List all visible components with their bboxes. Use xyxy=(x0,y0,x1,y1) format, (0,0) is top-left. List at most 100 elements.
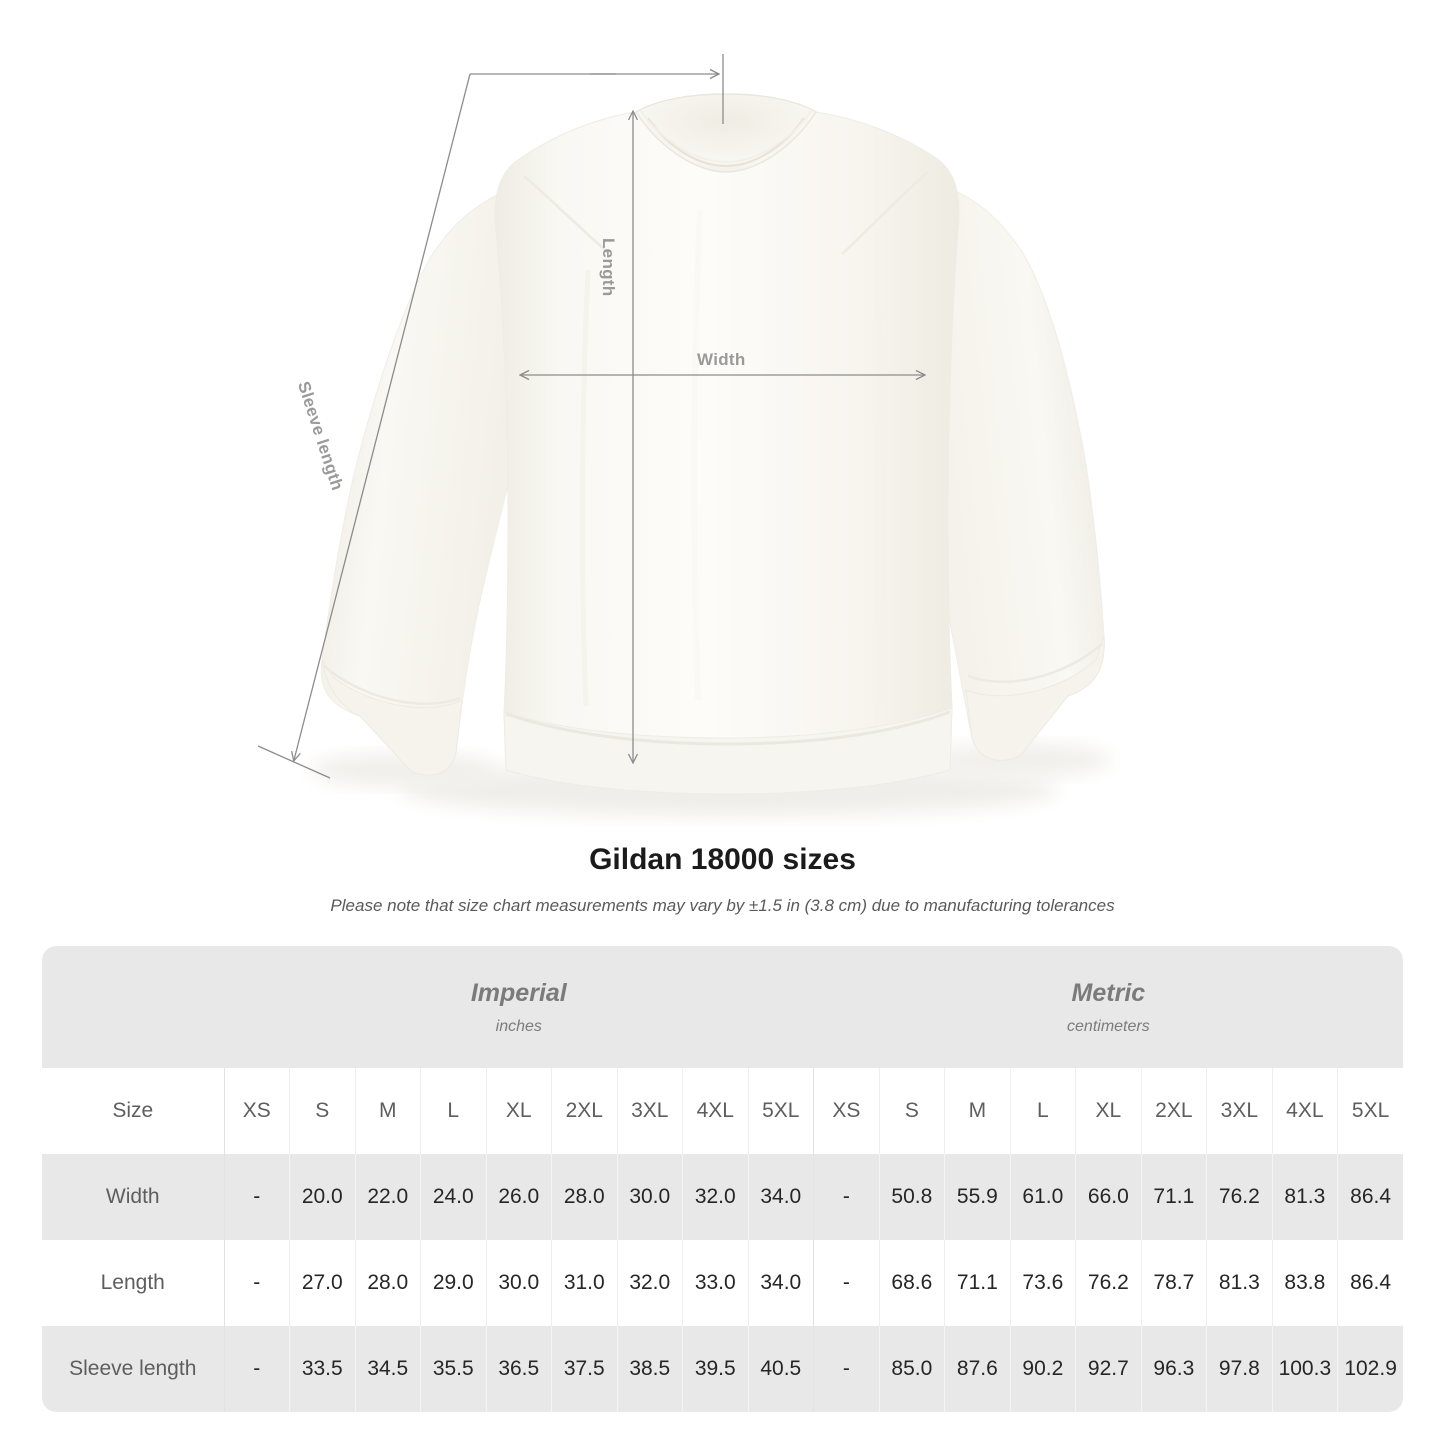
cell-metric-sleeve-length-xs: - xyxy=(813,1326,880,1412)
size-column-header-imperial-5xl: 5XL xyxy=(747,1068,814,1154)
size-column-header-metric-l: L xyxy=(1009,1068,1076,1154)
cell-metric-length-3xl: 81.3 xyxy=(1206,1240,1273,1326)
size-column-header-metric-s: S xyxy=(878,1068,945,1154)
cell-imperial-length-5xl: 34.0 xyxy=(747,1240,814,1326)
size-column-header-metric-2xl: 2XL xyxy=(1140,1068,1207,1154)
cell-metric-width-l: 61.0 xyxy=(1009,1154,1076,1240)
unit-banner-row: Imperial inches Metric centimeters xyxy=(42,946,1404,1068)
cell-metric-length-5xl: 86.4 xyxy=(1337,1240,1404,1326)
cell-imperial-sleeve-length-l: 35.5 xyxy=(420,1326,486,1412)
cell-metric-length-xl: 76.2 xyxy=(1075,1240,1142,1326)
cell-imperial-sleeve-length-s: 33.5 xyxy=(289,1326,355,1412)
sleeve-end-tick xyxy=(257,745,331,779)
size-column-header-imperial-s: S xyxy=(289,1068,355,1154)
cell-metric-sleeve-length-3xl: 97.8 xyxy=(1206,1326,1273,1412)
cell-metric-sleeve-length-2xl: 96.3 xyxy=(1140,1326,1207,1412)
size-chart-table-container: Imperial inches Metric centimeters Size XS S M L… xyxy=(42,946,1404,1412)
size-column-header-metric-xs: XS xyxy=(813,1068,880,1154)
cell-imperial-width-xs: - xyxy=(223,1154,290,1240)
size-column-header-imperial-xs: XS xyxy=(223,1068,290,1154)
cell-imperial-length-xs: - xyxy=(223,1240,290,1326)
sleeve-dimension-line xyxy=(294,73,471,760)
tolerance-note: Please note that size chart measurements… xyxy=(330,896,1115,915)
cell-metric-length-l: 73.6 xyxy=(1009,1240,1076,1326)
right-cuff xyxy=(965,635,1105,761)
size-column-header-imperial-3xl: 3XL xyxy=(616,1068,683,1154)
cell-metric-sleeve-length-m: 87.6 xyxy=(944,1326,1011,1412)
cell-metric-sleeve-length-xl: 92.7 xyxy=(1075,1326,1142,1412)
cell-metric-sleeve-length-s: 85.0 xyxy=(878,1326,945,1412)
hem-seam xyxy=(505,710,951,746)
unit-subtitle: inches xyxy=(495,1018,542,1036)
size-column-header-metric-m: M xyxy=(944,1068,1011,1154)
cell-imperial-width-l: 24.0 xyxy=(420,1154,486,1240)
left-cuff xyxy=(321,659,463,776)
cell-metric-width-4xl: 81.3 xyxy=(1271,1154,1338,1240)
row-label-width: Width xyxy=(42,1154,224,1240)
cell-imperial-width-2xl: 28.0 xyxy=(551,1154,617,1240)
garment-illustration: Length Width Sleeve length xyxy=(257,54,1110,816)
cell-metric-width-s: 50.8 xyxy=(878,1154,945,1240)
size-column-header-metric-5xl: 5XL xyxy=(1337,1068,1404,1154)
right-cuff-seam xyxy=(967,643,1103,683)
cell-imperial-width-5xl: 34.0 xyxy=(747,1154,814,1240)
table-row: Width -20.0 22.0 24.0 26.0 28.0 30.0 32.0 34.0-5… xyxy=(42,1154,1404,1240)
size-column-header-metric-4xl: 4XL xyxy=(1271,1068,1338,1154)
fold-right xyxy=(873,265,886,705)
cell-metric-length-2xl: 78.7 xyxy=(1140,1240,1207,1326)
cell-imperial-sleeve-length-m: 34.5 xyxy=(354,1326,421,1412)
left-sleeve xyxy=(320,184,529,776)
size-column-header-imperial-2xl: 2XL xyxy=(551,1068,617,1154)
cell-metric-length-xs: - xyxy=(813,1240,880,1326)
size-column-header-imperial-4xl: 4XL xyxy=(682,1068,748,1154)
cell-metric-width-xs: - xyxy=(813,1154,880,1240)
left-shoulder-seam xyxy=(523,175,613,257)
size-header-label: Size xyxy=(42,1068,224,1154)
unit-name: Metric xyxy=(1071,978,1146,1007)
unit-banner-metric: Metric centimeters xyxy=(813,946,1404,1068)
cell-imperial-length-m: 28.0 xyxy=(354,1240,421,1326)
sweatshirt-diagram xyxy=(257,54,1110,816)
cell-imperial-width-s: 20.0 xyxy=(289,1154,355,1240)
fold-center xyxy=(691,209,703,701)
left-cuff-seam xyxy=(323,665,461,705)
size-column-header-imperial-xl: XL xyxy=(485,1068,552,1154)
cell-imperial-length-l: 29.0 xyxy=(420,1240,486,1326)
cell-metric-length-m: 71.1 xyxy=(944,1240,1011,1326)
size-header-row: Size XS S M L XL 2XL 3XL 4XL 5XL XS S M L XL 2XL 3XL 4XL 5… xyxy=(42,1068,1404,1154)
right-shoulder-seam xyxy=(841,171,929,255)
cell-metric-length-s: 68.6 xyxy=(878,1240,945,1326)
cell-metric-width-2xl: 71.1 xyxy=(1140,1154,1207,1240)
cell-imperial-sleeve-length-xs: - xyxy=(223,1326,290,1412)
cell-imperial-width-3xl: 30.0 xyxy=(616,1154,683,1240)
cell-imperial-sleeve-length-2xl: 37.5 xyxy=(551,1326,617,1412)
collar xyxy=(635,93,817,173)
cell-metric-width-xl: 66.0 xyxy=(1075,1154,1142,1240)
cell-imperial-length-4xl: 33.0 xyxy=(682,1240,748,1326)
size-column-header-imperial-l: L xyxy=(420,1068,486,1154)
collar-rib xyxy=(639,109,813,163)
page-title: Gildan 18000 sizes xyxy=(589,843,856,876)
cell-imperial-sleeve-length-4xl: 39.5 xyxy=(682,1326,748,1412)
collar-inner-edge xyxy=(647,117,805,168)
table-row: Sleeve length -33.5 34.5 35.5 36.5 37.5 38.5 39… xyxy=(42,1326,1404,1412)
cell-imperial-sleeve-length-xl: 36.5 xyxy=(485,1326,552,1412)
table-row: Length -27.0 28.0 29.0 30.0 31.0 32.0 33.0 34.0-… xyxy=(42,1240,1404,1326)
cell-imperial-width-4xl: 32.0 xyxy=(682,1154,748,1240)
cell-imperial-length-s: 27.0 xyxy=(289,1240,355,1326)
right-sleeve-shadow xyxy=(930,743,1110,777)
cell-imperial-length-3xl: 32.0 xyxy=(616,1240,683,1326)
row-label-length: Length xyxy=(42,1240,224,1326)
size-column-header-metric-xl: XL xyxy=(1075,1068,1142,1154)
cell-metric-sleeve-length-4xl: 100.3 xyxy=(1271,1326,1338,1412)
top-reference-dimension xyxy=(590,54,724,124)
cell-imperial-length-xl: 30.0 xyxy=(485,1240,552,1326)
cell-imperial-width-m: 22.0 xyxy=(354,1154,421,1240)
size-column-header-metric-3xl: 3XL xyxy=(1206,1068,1273,1154)
unit-banner-imperial: Imperial inches xyxy=(224,946,814,1068)
cell-metric-length-4xl: 83.8 xyxy=(1271,1240,1338,1326)
cell-imperial-sleeve-length-5xl: 40.5 xyxy=(747,1326,814,1412)
row-label-sleeve-length: Sleeve length xyxy=(42,1326,224,1412)
size-column-header-imperial-m: M xyxy=(354,1068,421,1154)
cell-metric-sleeve-length-l: 90.2 xyxy=(1009,1326,1076,1412)
